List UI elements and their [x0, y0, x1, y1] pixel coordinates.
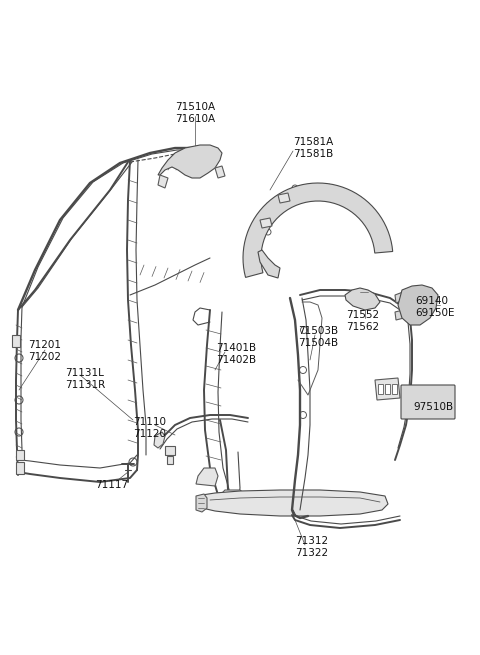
Polygon shape: [154, 432, 165, 448]
Text: 71110
71120: 71110 71120: [133, 417, 166, 440]
Circle shape: [300, 411, 307, 419]
Polygon shape: [375, 378, 400, 400]
Circle shape: [300, 367, 307, 373]
Text: 71131L
71131R: 71131L 71131R: [65, 368, 105, 390]
Circle shape: [15, 428, 23, 436]
Circle shape: [280, 204, 286, 210]
Polygon shape: [220, 490, 250, 508]
FancyBboxPatch shape: [401, 385, 455, 419]
Circle shape: [300, 326, 308, 333]
Circle shape: [15, 396, 23, 404]
Polygon shape: [196, 468, 218, 486]
Circle shape: [15, 354, 23, 362]
Polygon shape: [16, 462, 24, 474]
Polygon shape: [165, 446, 175, 455]
Circle shape: [292, 185, 298, 191]
Polygon shape: [215, 166, 225, 178]
Polygon shape: [395, 310, 404, 320]
Polygon shape: [258, 250, 280, 278]
Polygon shape: [385, 384, 390, 394]
Polygon shape: [198, 490, 388, 516]
Polygon shape: [378, 384, 383, 394]
Polygon shape: [260, 218, 272, 228]
Text: 71312
71322: 71312 71322: [295, 536, 328, 559]
Polygon shape: [196, 494, 207, 512]
Text: 71510A
71610A: 71510A 71610A: [175, 102, 215, 124]
Text: 71401B
71402B: 71401B 71402B: [216, 343, 256, 365]
Circle shape: [265, 229, 271, 235]
Polygon shape: [345, 288, 380, 310]
Polygon shape: [158, 175, 168, 188]
Text: 71117: 71117: [96, 480, 129, 490]
Polygon shape: [278, 193, 290, 203]
Text: 71503B
71504B: 71503B 71504B: [298, 326, 338, 348]
Text: 69140
69150E: 69140 69150E: [415, 296, 455, 318]
Text: 71552
71562: 71552 71562: [346, 310, 379, 332]
Text: 71581A
71581B: 71581A 71581B: [293, 137, 333, 159]
Polygon shape: [398, 285, 438, 325]
Polygon shape: [243, 183, 393, 278]
Polygon shape: [395, 292, 404, 303]
Circle shape: [129, 458, 137, 466]
Text: 97510B: 97510B: [413, 402, 453, 412]
Polygon shape: [158, 145, 222, 178]
Text: 71201
71202: 71201 71202: [28, 340, 61, 362]
Polygon shape: [16, 450, 24, 460]
Polygon shape: [12, 335, 20, 347]
Polygon shape: [167, 456, 173, 464]
Polygon shape: [392, 384, 397, 394]
